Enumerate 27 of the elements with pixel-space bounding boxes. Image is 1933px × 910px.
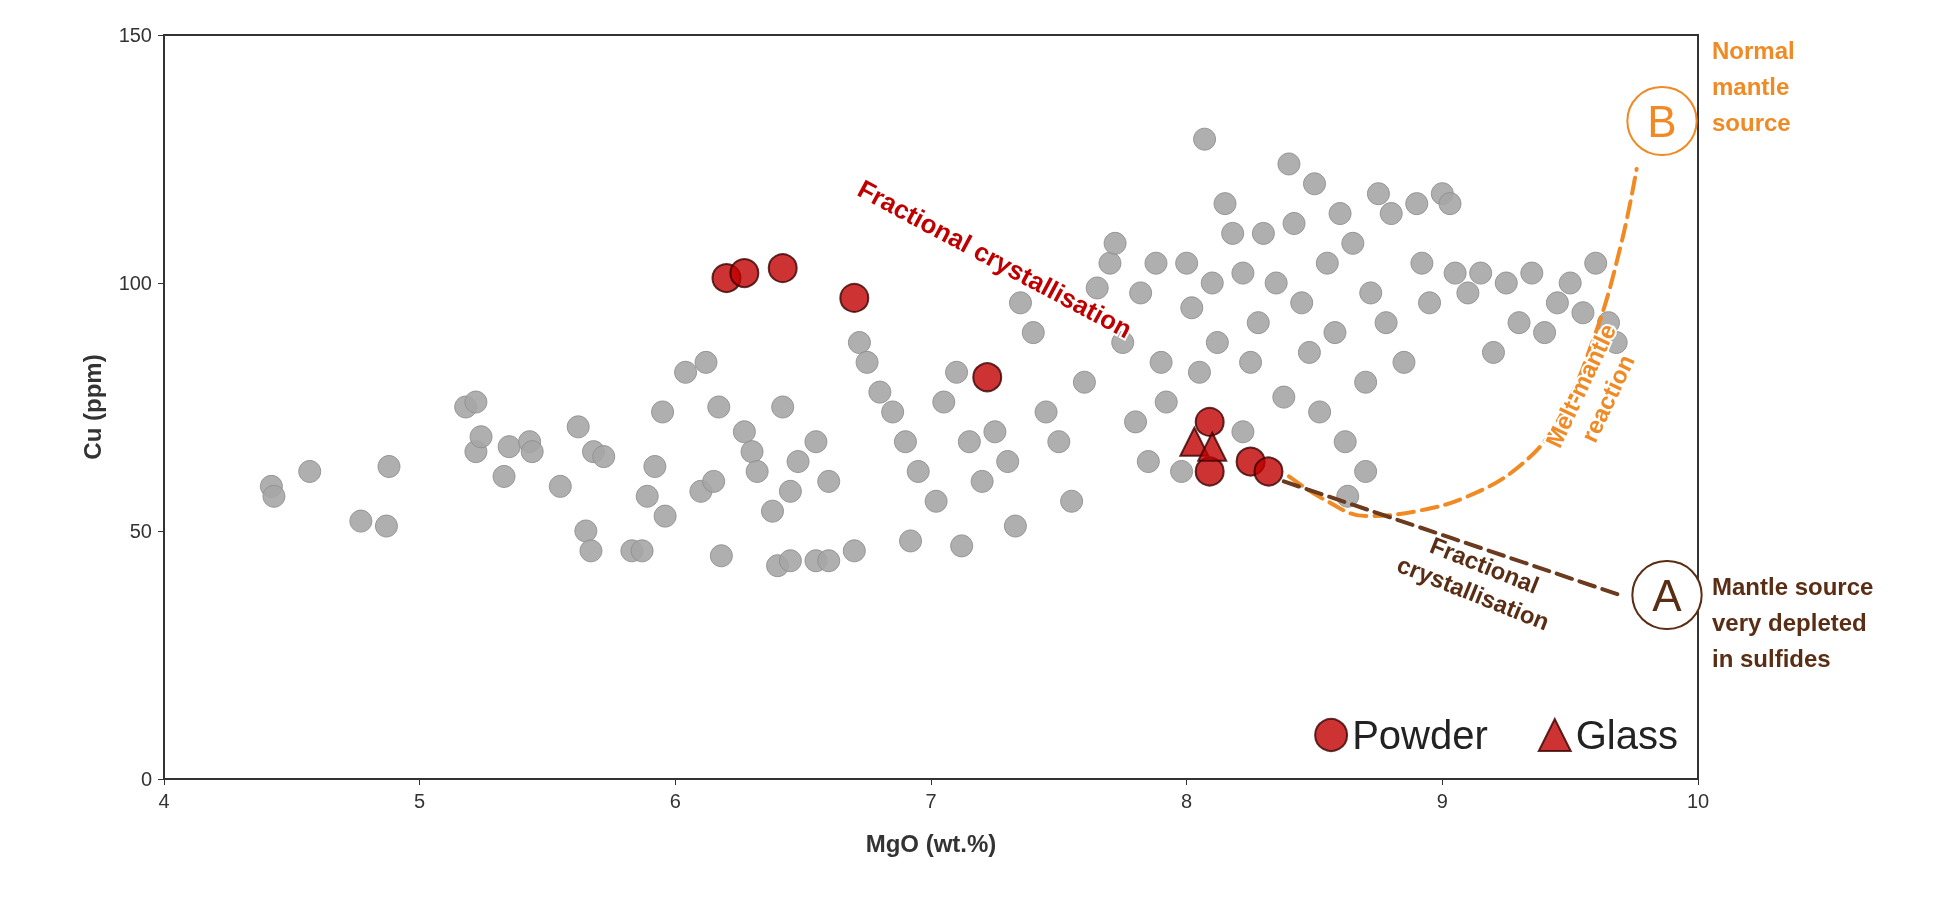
x-tick-label: 10 (1686, 790, 1710, 812)
text: Normal mantle source (1712, 36, 1795, 136)
line-series (1286, 166, 1639, 519)
text: Mantle source very depleted in sulfides (1712, 572, 1874, 672)
point (729, 258, 760, 289)
x-tick-label: 6 (669, 790, 681, 812)
y-tick-label: 100 (118, 272, 152, 294)
x-tick-label: 8 (1181, 790, 1193, 812)
y-tick-label: 0 (140, 768, 152, 790)
annotation: A (1652, 570, 1683, 620)
x-tick-label: 9 (1436, 790, 1448, 812)
x-tick-label: 7 (925, 790, 937, 812)
legend-label: Glass (1575, 713, 1678, 757)
y-axis-title: Cu (ppm) (78, 354, 106, 460)
point (839, 282, 870, 313)
legend-label: Powder (1352, 713, 1488, 757)
point (972, 362, 1003, 393)
x-tick-label: 4 (158, 790, 170, 812)
point (1194, 406, 1225, 437)
point (767, 253, 798, 284)
point (1197, 431, 1228, 462)
x-tick-label: 5 (414, 790, 426, 812)
point (1253, 456, 1284, 487)
y-tick-label: 50 (129, 520, 152, 542)
annotation: B (1647, 96, 1677, 146)
y-tick-label: 150 (118, 24, 152, 46)
x-axis-title: MgO (wt.%) (865, 829, 997, 857)
